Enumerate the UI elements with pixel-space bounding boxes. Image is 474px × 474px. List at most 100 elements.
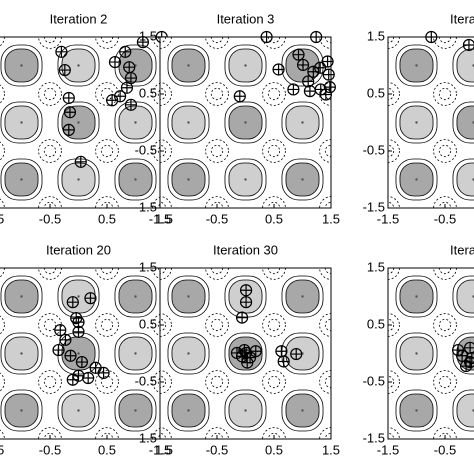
contour xyxy=(134,409,137,412)
contour xyxy=(343,280,376,313)
contour xyxy=(415,121,418,124)
contour xyxy=(395,275,438,318)
contour xyxy=(282,216,323,257)
points xyxy=(233,30,336,103)
contour xyxy=(167,332,210,375)
contour xyxy=(358,64,360,66)
marker xyxy=(462,38,474,52)
contour xyxy=(134,235,136,237)
contour xyxy=(343,451,376,474)
contour xyxy=(20,295,23,298)
contour xyxy=(395,101,438,144)
contour xyxy=(38,427,62,439)
x-tick-label: 1.5 xyxy=(322,211,340,226)
contour xyxy=(119,451,152,474)
contour xyxy=(57,158,100,201)
contour xyxy=(77,121,80,124)
contour xyxy=(167,389,210,432)
contour xyxy=(225,447,266,474)
contour xyxy=(339,276,380,317)
contour xyxy=(415,178,418,181)
contour xyxy=(395,389,438,432)
x-tick-label: 1.5 xyxy=(322,442,340,457)
y-tick-label: 0.5 xyxy=(139,85,157,100)
contour xyxy=(339,216,380,257)
contour xyxy=(343,280,376,313)
contour xyxy=(95,427,119,439)
marker xyxy=(459,359,473,373)
contour xyxy=(176,220,209,253)
contour xyxy=(301,7,303,9)
contour xyxy=(224,332,267,375)
contour xyxy=(343,223,376,256)
contour xyxy=(396,0,437,29)
marker xyxy=(314,61,327,74)
contour xyxy=(244,7,246,9)
marker xyxy=(302,75,315,88)
x-tick-label: -0.5 xyxy=(39,211,61,226)
points xyxy=(425,30,474,52)
contour xyxy=(0,389,43,432)
contour xyxy=(339,333,380,374)
panel-title: Iteration 3 xyxy=(217,11,275,26)
contour xyxy=(167,44,210,87)
panel: Iteration 20-1.5-0.50.51.5-1.5-0.50.51.5 xyxy=(0,238,209,474)
y-tick-label: 0.5 xyxy=(367,85,385,100)
contour xyxy=(95,196,119,208)
contour xyxy=(187,295,190,298)
contour xyxy=(134,121,137,124)
contour xyxy=(224,44,267,87)
contour xyxy=(286,0,319,25)
marker xyxy=(123,61,136,74)
marker xyxy=(321,55,334,68)
contour xyxy=(286,451,319,474)
contour xyxy=(262,196,286,208)
contour xyxy=(134,7,136,9)
contour xyxy=(396,219,437,260)
contour xyxy=(343,394,376,427)
contour xyxy=(134,238,136,240)
contour xyxy=(358,409,360,411)
x-tick-label: -0.5 xyxy=(39,442,61,457)
contour xyxy=(438,375,452,389)
contour xyxy=(301,121,304,124)
contour xyxy=(358,64,360,66)
panel: Iteration 3-1.5 -0.5 0.5 1.5-1.5-0.50.51.5 xyxy=(111,0,360,257)
contour xyxy=(400,223,433,256)
contour xyxy=(205,37,229,49)
contour xyxy=(43,375,57,389)
contour xyxy=(187,7,189,9)
y-tick-label: -0.5 xyxy=(363,373,385,388)
contour xyxy=(100,268,114,275)
contour xyxy=(20,7,22,9)
marker xyxy=(97,366,110,379)
contour xyxy=(176,451,209,474)
contour xyxy=(100,144,114,158)
panel-title: Iteration 20 xyxy=(46,242,111,257)
marker xyxy=(89,361,102,374)
y-tick-label: -1.5 xyxy=(135,430,157,445)
contour xyxy=(168,447,209,474)
contour xyxy=(210,318,224,332)
marker xyxy=(287,83,300,96)
contour xyxy=(95,139,119,163)
contour xyxy=(172,223,205,256)
contour xyxy=(433,313,457,337)
contour xyxy=(111,219,152,260)
contour xyxy=(433,37,457,49)
marker xyxy=(119,45,132,58)
contour xyxy=(157,318,164,332)
contour xyxy=(358,235,360,237)
contour xyxy=(343,163,376,196)
contour xyxy=(38,139,62,163)
panel: Iteration 2-1.5-0.50.51.5-1.5-0.50.51.5 xyxy=(0,7,209,253)
contour xyxy=(343,223,376,256)
contour xyxy=(111,216,152,257)
contour xyxy=(119,220,152,253)
contour xyxy=(168,219,209,260)
contour xyxy=(77,7,79,9)
contour xyxy=(167,158,210,201)
contour xyxy=(400,451,433,474)
contour xyxy=(358,238,360,240)
